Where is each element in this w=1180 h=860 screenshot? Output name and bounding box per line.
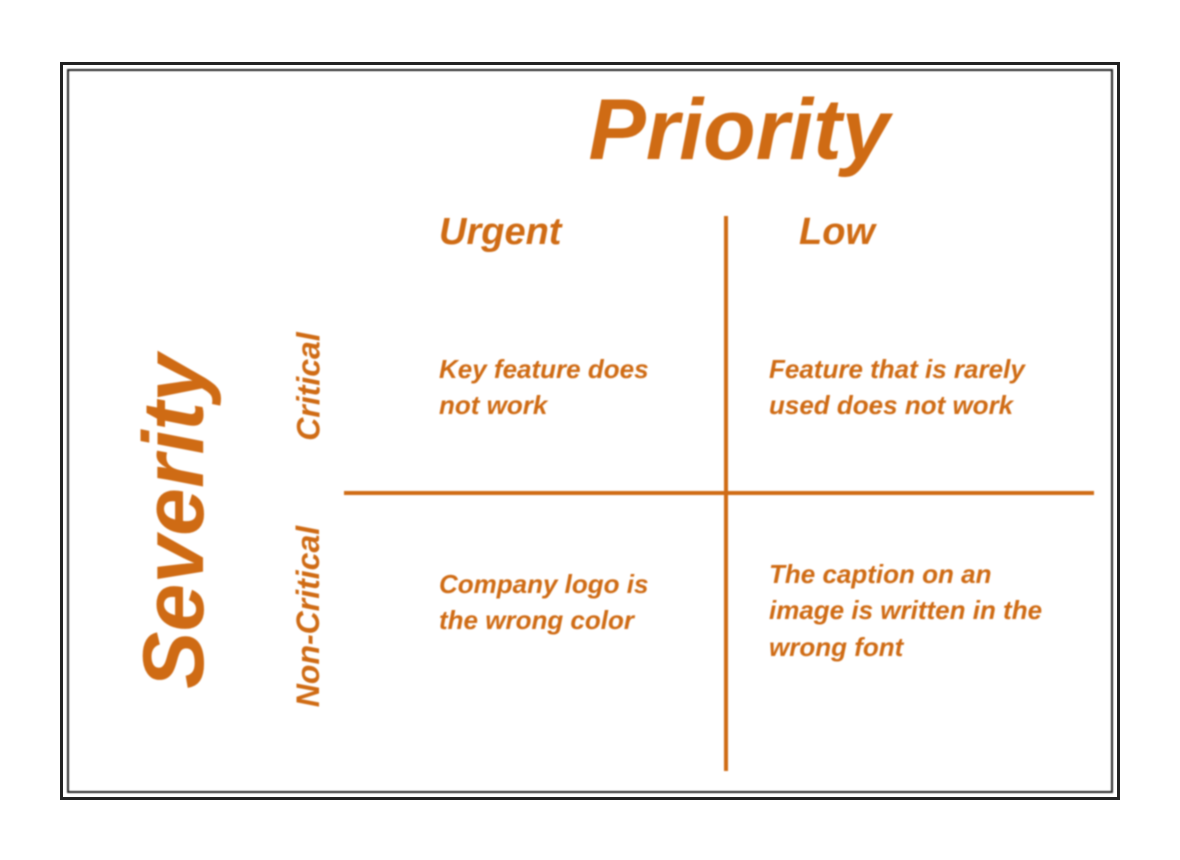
quadrant-urgent-critical: Key feature does not work — [439, 351, 689, 424]
col-header-urgent: Urgent — [439, 211, 699, 254]
row-header-noncritical: Non-Critical — [279, 516, 339, 716]
cross-horizontal-line — [344, 491, 1094, 495]
y-axis-title-text: Severity — [125, 354, 224, 689]
outer-frame: Priority Severity Urgent Low Critical No… — [60, 62, 1120, 800]
col-header-low: Low — [799, 211, 1059, 254]
row-header-critical: Critical — [279, 286, 339, 486]
quadrant-urgent-noncritical: Company logo is the wrong color — [439, 566, 689, 639]
row-header-noncritical-text: Non-Critical — [291, 525, 328, 706]
inner-frame: Priority Severity Urgent Low Critical No… — [67, 69, 1113, 793]
y-axis-title: Severity — [104, 251, 244, 791]
quadrant-low-noncritical: The caption on an image is written in th… — [769, 556, 1049, 665]
row-header-critical-text: Critical — [291, 332, 328, 440]
x-axis-title: Priority — [419, 81, 1059, 180]
quadrant-low-critical: Feature that is rarely used does not wor… — [769, 351, 1059, 424]
